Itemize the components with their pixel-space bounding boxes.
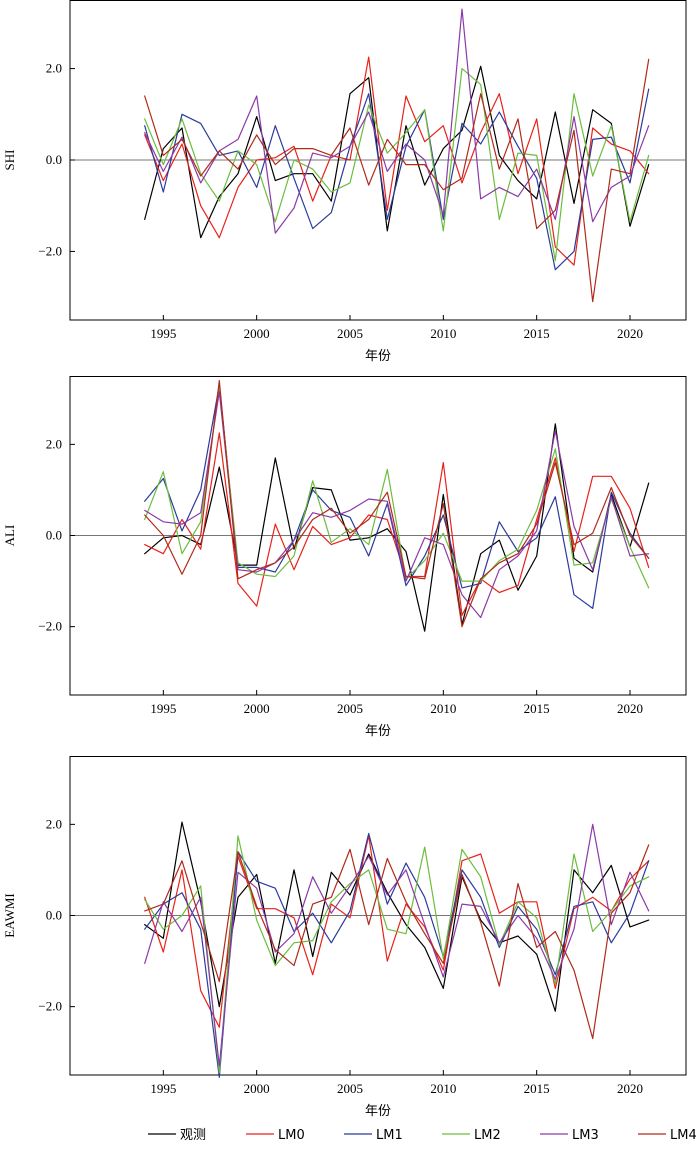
x-axis-label: 年份 xyxy=(365,349,391,364)
series-line-lm1 xyxy=(144,88,650,271)
series-line-lm0 xyxy=(144,56,650,266)
series-line-lm2 xyxy=(144,67,650,262)
x-axis-label: 年份 xyxy=(365,1104,391,1119)
legend-label-lm2: LM2 xyxy=(474,1128,501,1143)
x-tick-label: 2000 xyxy=(244,326,270,341)
x-axis-label: 年份 xyxy=(365,724,391,739)
y-tick-label: 0.0 xyxy=(46,152,62,167)
series-line-lm1 xyxy=(144,384,650,610)
x-tick-label: 2005 xyxy=(337,701,363,716)
x-tick-label: 2005 xyxy=(337,326,363,341)
legend: 观测 LM0 LM1 LM2 LM3 LM4 xyxy=(148,1128,697,1143)
legend-label-lm0: LM0 xyxy=(278,1128,305,1143)
panel-shi: 1995 2000 2005 2010 2015 2020 −2.0 0.0 2.0 年份 SHI xyxy=(2,0,687,364)
x-tick-label: 2005 xyxy=(337,1081,363,1096)
y-tick-label: 2.0 xyxy=(46,816,62,831)
series-line-lm4 xyxy=(144,380,650,628)
x-tick-label: 2010 xyxy=(430,1081,456,1096)
series-line-lm2 xyxy=(144,386,650,589)
y-tick-label: 0.0 xyxy=(46,908,62,923)
panel-eawmi: 1995 2000 2005 2010 2015 2020 −2.0 0.0 2.0 年份 EAWM… xyxy=(2,756,687,1119)
y-tick-label: −2.0 xyxy=(38,619,62,634)
x-tick-label: 1995 xyxy=(150,701,176,716)
x-tick-label: 2020 xyxy=(617,701,643,716)
x-tick-label: 1995 xyxy=(150,326,176,341)
x-tick-label: 2000 xyxy=(244,701,270,716)
series-line-lm4 xyxy=(144,844,650,1040)
panel-ali: 1995 2000 2005 2010 2015 2020 −2.0 0.0 2.0 年份 ALI xyxy=(2,376,687,739)
x-tick-label: 2015 xyxy=(524,1081,550,1096)
x-tick-label: 2015 xyxy=(524,701,550,716)
series-line-lm2 xyxy=(144,835,650,1074)
y-axis-label: ALI xyxy=(2,525,17,547)
legend-label-lm1: LM1 xyxy=(376,1128,403,1143)
y-tick-label: 0.0 xyxy=(46,528,62,543)
y-tick-label: −2.0 xyxy=(38,999,62,1014)
legend-label-lm3: LM3 xyxy=(572,1128,599,1143)
x-tick-label: 2020 xyxy=(617,1081,643,1096)
series-line-lm3 xyxy=(144,823,650,1067)
series-line-lm4 xyxy=(144,58,650,303)
x-tick-label: 2010 xyxy=(430,701,456,716)
y-tick-label: 2.0 xyxy=(46,61,62,76)
y-tick-label: −2.0 xyxy=(38,243,62,258)
series-line-series-0 xyxy=(144,65,650,239)
x-tick-label: 2000 xyxy=(244,1081,270,1096)
legend-label-series-0: 观测 xyxy=(180,1128,206,1143)
y-axis-label: SHI xyxy=(2,150,17,171)
x-tick-label: 1995 xyxy=(150,1081,176,1096)
series-line-lm1 xyxy=(144,832,650,1078)
x-tick-label: 2010 xyxy=(430,326,456,341)
series-line-series-0 xyxy=(144,821,650,1012)
y-axis-label: EAWMI xyxy=(2,893,17,937)
series-line-lm0 xyxy=(144,835,650,1028)
y-tick-label: 2.0 xyxy=(46,436,62,451)
series-line-lm3 xyxy=(144,391,650,619)
x-tick-label: 2015 xyxy=(524,326,550,341)
x-tick-label: 2020 xyxy=(617,326,643,341)
legend-label-lm4: LM4 xyxy=(670,1128,697,1143)
